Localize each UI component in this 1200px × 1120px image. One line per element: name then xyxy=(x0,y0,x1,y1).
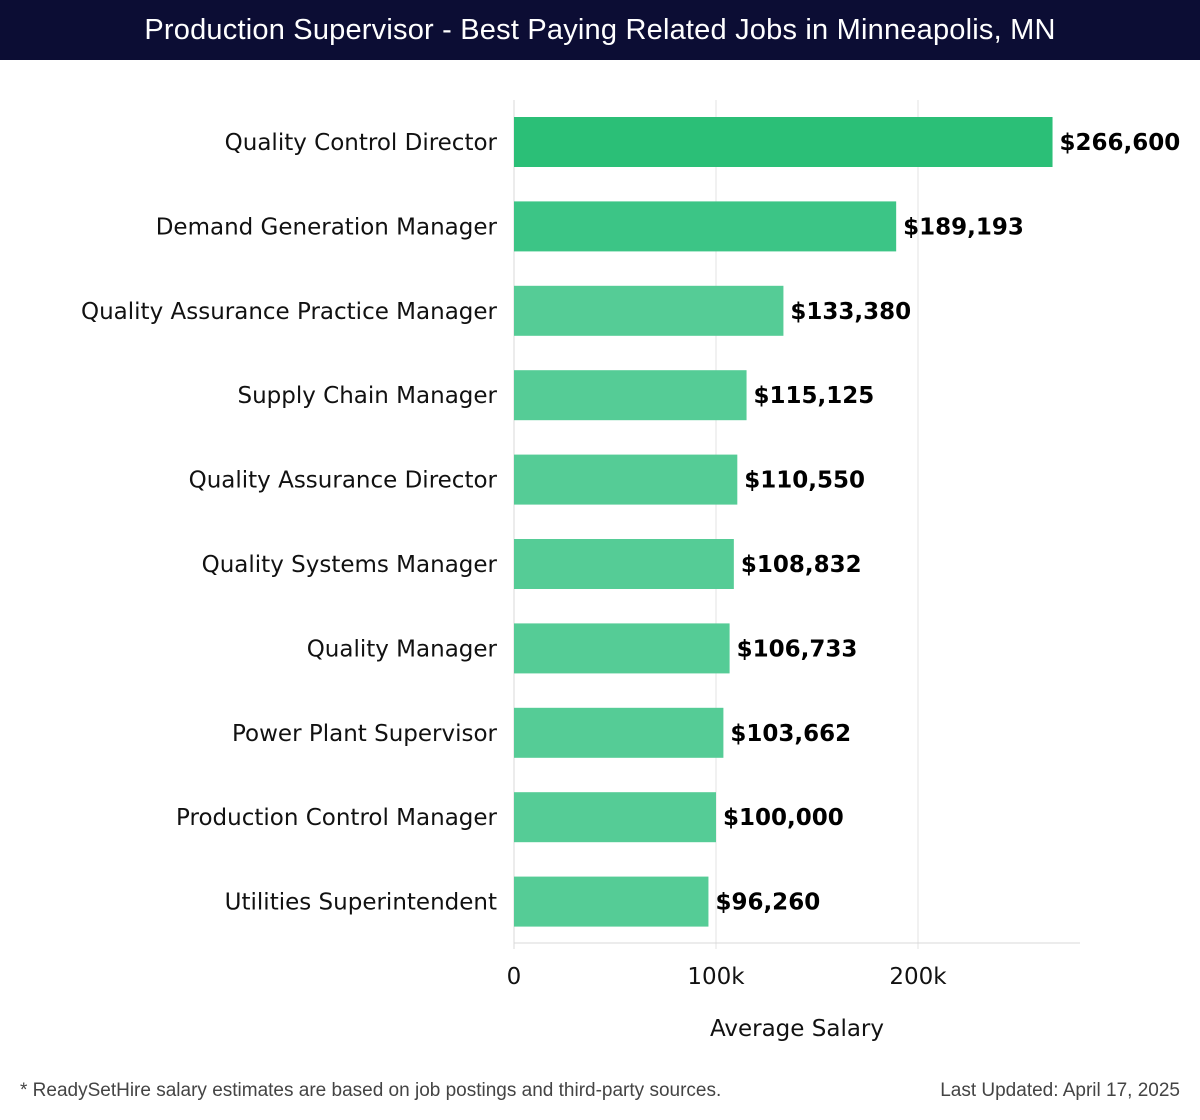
value-labels: $266,600 $189,193 $133,380 $115,125 $110,550… xyxy=(715,130,1180,916)
last-updated: Last Updated: April 17, 2025 xyxy=(940,1080,1180,1101)
bar-7 xyxy=(514,707,724,758)
category-label-2: Quality Assurance Practice Manager xyxy=(81,299,498,325)
bar-9 xyxy=(514,876,709,927)
x-tick-label-0: 0 xyxy=(507,964,522,990)
category-label-1: Demand Generation Manager xyxy=(156,214,498,240)
bar-8 xyxy=(514,792,716,843)
category-label-3: Supply Chain Manager xyxy=(237,383,497,409)
value-label-3: $115,125 xyxy=(754,383,875,409)
bar-3 xyxy=(514,370,747,421)
bar-chart: Quality Control Director Demand Generatio… xyxy=(81,100,1180,1042)
value-label-9: $96,260 xyxy=(715,890,820,916)
value-label-8: $100,000 xyxy=(723,805,844,831)
value-label-6: $106,733 xyxy=(737,636,858,662)
bar-0 xyxy=(514,117,1053,167)
value-label-0: $266,600 xyxy=(1060,130,1181,156)
bar-4 xyxy=(514,454,738,505)
value-label-7: $103,662 xyxy=(730,721,851,747)
category-label-5: Quality Systems Manager xyxy=(202,552,498,578)
footer-note: * ReadySetHire salary estimates are base… xyxy=(20,1080,722,1101)
value-label-1: $189,193 xyxy=(903,214,1024,240)
value-label-4: $110,550 xyxy=(744,468,865,494)
x-tick-label-2: 200k xyxy=(889,964,947,990)
bar-2 xyxy=(514,285,784,336)
category-label-8: Production Control Manager xyxy=(176,805,497,831)
category-label-0: Quality Control Director xyxy=(225,130,498,156)
category-label-7: Power Plant Supervisor xyxy=(232,721,498,747)
category-label-6: Quality Manager xyxy=(307,636,498,662)
bar-5 xyxy=(514,539,734,589)
bar-1 xyxy=(514,201,897,252)
chart-title: Production Supervisor - Best Paying Rela… xyxy=(0,0,1200,60)
x-tick-label-1: 100k xyxy=(687,964,745,990)
x-axis-ticks: 0 100k 200k xyxy=(507,964,948,990)
category-label-9: Utilities Superintendent xyxy=(225,890,497,916)
value-label-5: $108,832 xyxy=(741,552,862,578)
bar-6 xyxy=(514,623,730,674)
value-label-2: $133,380 xyxy=(790,299,911,325)
x-axis-label: Average Salary xyxy=(710,1016,884,1042)
bars xyxy=(514,117,1053,927)
category-label-4: Quality Assurance Director xyxy=(189,468,498,494)
category-labels: Quality Control Director Demand Generatio… xyxy=(81,130,498,916)
